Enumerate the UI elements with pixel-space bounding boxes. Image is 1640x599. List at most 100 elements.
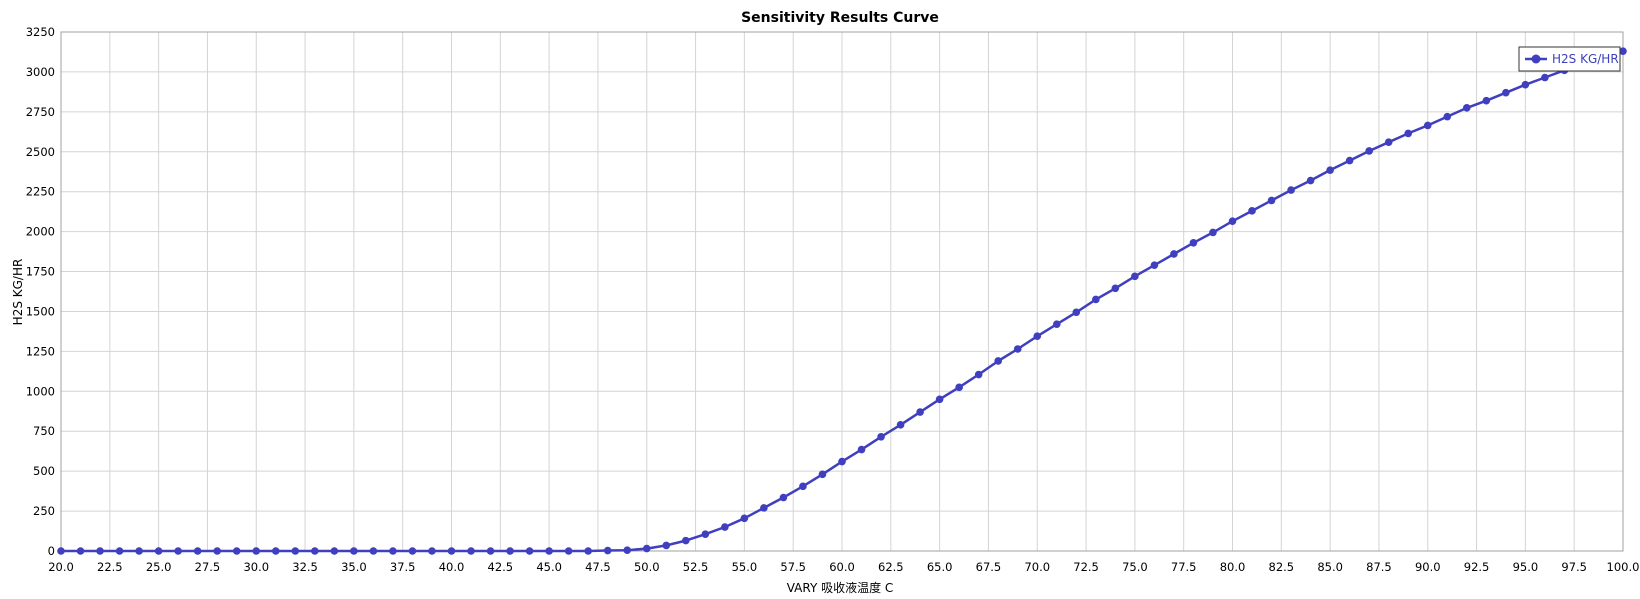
- y-tick-label: 1500: [26, 304, 55, 318]
- data-point[interactable]: [564, 547, 573, 555]
- data-point[interactable]: [1287, 186, 1295, 194]
- x-tick-label: 45.0: [536, 560, 562, 574]
- data-point[interactable]: [115, 547, 124, 555]
- legend[interactable]: H2S KG/HR: [1518, 46, 1621, 72]
- data-point[interactable]: [1209, 228, 1217, 237]
- x-tick-label: 52.5: [683, 560, 709, 574]
- data-point[interactable]: [721, 523, 729, 531]
- x-tick-label: 55.0: [732, 560, 758, 574]
- data-point[interactable]: [760, 504, 768, 512]
- data-point[interactable]: [76, 547, 85, 555]
- y-tick-label: 3250: [26, 25, 55, 39]
- data-point[interactable]: [1365, 147, 1373, 155]
- data-point[interactable]: [271, 547, 280, 555]
- data-point[interactable]: [1463, 104, 1471, 112]
- data-point[interactable]: [1404, 129, 1413, 138]
- data-point[interactable]: [1228, 217, 1237, 226]
- data-point[interactable]: [857, 445, 866, 454]
- data-point[interactable]: [350, 547, 358, 555]
- y-tick-label: 2250: [26, 185, 55, 199]
- data-point[interactable]: [955, 383, 963, 392]
- data-point[interactable]: [486, 547, 495, 555]
- data-point[interactable]: [428, 547, 436, 555]
- data-point[interactable]: [311, 547, 319, 555]
- data-point[interactable]: [447, 547, 456, 555]
- x-tick-label: 37.5: [390, 560, 416, 574]
- x-tick-label: 47.5: [585, 560, 611, 574]
- data-point[interactable]: [1326, 166, 1334, 174]
- data-point[interactable]: [838, 457, 846, 466]
- data-point[interactable]: [740, 514, 749, 523]
- data-point[interactable]: [1541, 73, 1549, 82]
- data-point[interactable]: [1423, 121, 1432, 130]
- data-point[interactable]: [1052, 320, 1061, 329]
- data-point[interactable]: [818, 470, 827, 479]
- data-point[interactable]: [506, 547, 514, 555]
- data-point[interactable]: [408, 547, 417, 555]
- data-point[interactable]: [1482, 96, 1491, 105]
- x-tick-label: 80.0: [1220, 560, 1246, 574]
- data-point[interactable]: [1092, 295, 1100, 304]
- data-point[interactable]: [1267, 196, 1276, 205]
- data-point[interactable]: [1072, 308, 1081, 317]
- grid-lines: [60, 31, 1624, 552]
- data-point[interactable]: [1306, 176, 1315, 185]
- data-point[interactable]: [799, 482, 807, 491]
- data-point[interactable]: [935, 395, 944, 404]
- data-point[interactable]: [994, 357, 1002, 365]
- data-point[interactable]: [1189, 238, 1198, 247]
- data-point[interactable]: [135, 547, 143, 555]
- data-point[interactable]: [96, 547, 104, 555]
- data-point[interactable]: [623, 546, 632, 555]
- data-point[interactable]: [584, 547, 592, 555]
- data-point[interactable]: [682, 536, 690, 545]
- data-point[interactable]: [1111, 284, 1120, 293]
- x-tick-label: 62.5: [878, 560, 904, 574]
- data-point[interactable]: [1384, 138, 1393, 146]
- data-point[interactable]: [974, 370, 983, 379]
- data-point[interactable]: [1521, 80, 1530, 89]
- x-tick-label: 35.0: [341, 560, 367, 574]
- data-point[interactable]: [232, 547, 241, 555]
- data-point[interactable]: [1170, 250, 1178, 258]
- data-point[interactable]: [467, 547, 475, 555]
- x-tick-label: 90.0: [1415, 560, 1441, 574]
- data-point[interactable]: [1131, 272, 1139, 281]
- data-point[interactable]: [369, 547, 378, 555]
- data-point[interactable]: [525, 547, 534, 555]
- data-point[interactable]: [1502, 88, 1510, 97]
- x-tick-label: 87.5: [1366, 560, 1392, 574]
- data-point[interactable]: [213, 547, 221, 555]
- data-point[interactable]: [603, 546, 612, 555]
- data-point[interactable]: [642, 544, 651, 553]
- data-point[interactable]: [389, 547, 397, 555]
- data-point[interactable]: [1248, 207, 1256, 215]
- y-tick-label: 1750: [26, 265, 55, 279]
- data-point[interactable]: [154, 547, 163, 555]
- data-point[interactable]: [545, 547, 553, 555]
- data-point[interactable]: [1150, 261, 1159, 269]
- data-point[interactable]: [916, 408, 924, 416]
- data-point[interactable]: [291, 547, 300, 555]
- data-point[interactable]: [1443, 112, 1452, 121]
- data-point[interactable]: [174, 547, 182, 555]
- data-point[interactable]: [252, 547, 261, 555]
- data-point[interactable]: [1345, 156, 1354, 165]
- x-tick-label: 42.5: [488, 560, 514, 574]
- data-point[interactable]: [57, 547, 65, 555]
- data-point[interactable]: [1619, 47, 1627, 55]
- data-point[interactable]: [877, 433, 885, 441]
- data-point[interactable]: [896, 421, 905, 429]
- data-point[interactable]: [1033, 332, 1042, 341]
- x-tick-label: 75.0: [1122, 560, 1148, 574]
- data-point[interactable]: [193, 547, 202, 555]
- data-point[interactable]: [1013, 345, 1022, 353]
- x-tick-label: 25.0: [146, 560, 172, 574]
- data-point[interactable]: [779, 493, 788, 502]
- x-tick-label: 30.0: [243, 560, 269, 574]
- data-point[interactable]: [701, 530, 710, 539]
- y-tick-label: 2000: [26, 225, 55, 239]
- data-point[interactable]: [662, 541, 671, 550]
- data-point[interactable]: [330, 547, 339, 555]
